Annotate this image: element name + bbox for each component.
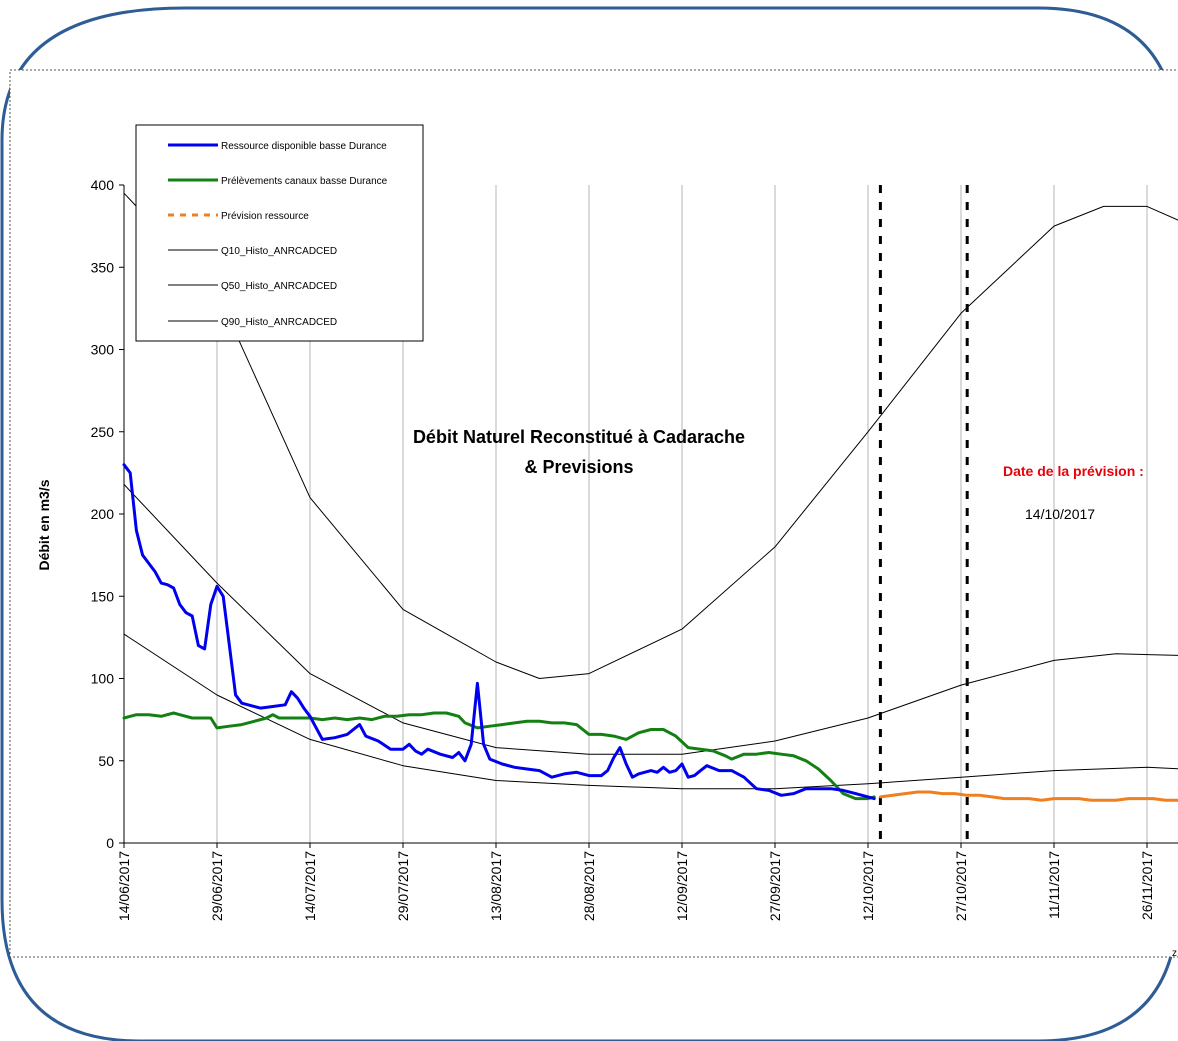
- y-tick-label: 50: [98, 753, 114, 769]
- forecast-date-value: 14/10/2017: [1025, 506, 1095, 522]
- series-line-1: [122, 711, 876, 801]
- x-tick-label: 11/11/2017: [1046, 851, 1062, 919]
- x-tick-label: 27/10/2017: [953, 851, 969, 921]
- x-tick-label: 14/06/2017: [116, 851, 132, 921]
- legend-label: Q50_Histo_ANRCADCED: [221, 281, 337, 292]
- y-tick-label: 300: [91, 342, 115, 358]
- x-tick-label: 29/07/2017: [395, 851, 411, 921]
- y-tick-label: 350: [91, 259, 115, 275]
- corner-z-mark: z: [1172, 948, 1177, 959]
- series-lines: [122, 192, 1178, 802]
- legend-box: [135, 124, 424, 342]
- x-tick-label: 14/07/2017: [302, 851, 318, 921]
- y-tick-label: 0: [106, 835, 114, 851]
- series-line-0: [122, 463, 876, 801]
- x-tick-label: 12/10/2017: [860, 851, 876, 921]
- series-line-5: [123, 633, 1178, 790]
- series-line-2: [878, 790, 1178, 802]
- legend-label: Q10_Histo_ANRCADCED: [221, 246, 337, 257]
- tick-labels: 0 50 100 150 200 250 300 350 400 14/06/2017 29/06/…: [91, 177, 1155, 921]
- series-line-3: [123, 192, 1178, 679]
- forecast-markers: [878, 185, 969, 846]
- chart-title: Débit Naturel Reconstitué à Cadarache: [413, 427, 745, 447]
- y-tick-label: 250: [91, 424, 115, 440]
- y-tick-label: 150: [91, 588, 115, 604]
- legend-label: Q90_Histo_ANRCADCED: [221, 317, 337, 328]
- y-tick-label: 200: [91, 506, 115, 522]
- x-tick-label: 28/08/2017: [581, 851, 597, 921]
- legend-label: Prévision ressource: [221, 211, 309, 222]
- legend: Ressource disponible basse Durance Prélèv…: [135, 124, 424, 342]
- x-tick-label: 27/09/2017: [767, 851, 783, 921]
- x-tick-label: 29/06/2017: [209, 851, 225, 921]
- legend-label: Ressource disponible basse Durance: [221, 141, 387, 152]
- chart-subtitle: & Previsions: [524, 457, 633, 477]
- legend-label: Prélèvements canaux basse Durance: [221, 176, 388, 187]
- x-tick-label: 13/08/2017: [488, 851, 504, 921]
- x-tick-label: 12/09/2017: [674, 851, 690, 921]
- x-tick-label: 26/11/2017: [1139, 851, 1155, 920]
- y-tick-label: 400: [91, 177, 115, 193]
- forecast-date-label: Date de la prévision :: [1003, 463, 1144, 479]
- y-axis-label: Débit en m3/s: [36, 479, 52, 570]
- series-line-4: [123, 483, 1178, 755]
- legend-items: Ressource disponible basse Durance Prélèv…: [168, 141, 388, 328]
- y-tick-label: 100: [91, 671, 115, 687]
